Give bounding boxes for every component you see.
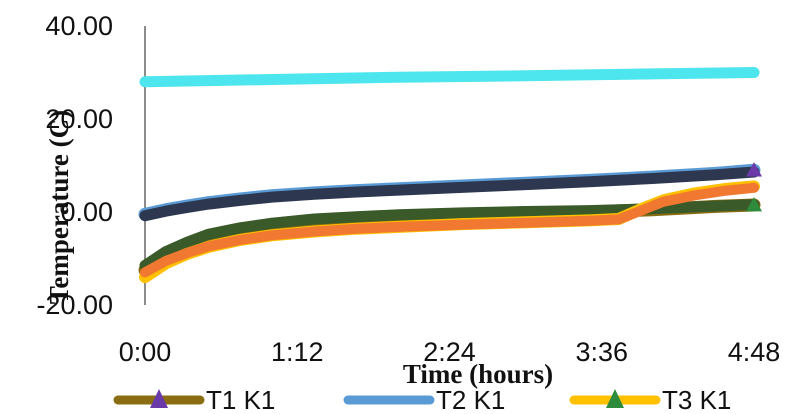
series-end-marker-t1 [746,162,762,177]
legend-marker-triangle [150,389,168,408]
x-tick-label: 4:48 [728,337,781,367]
legend-marker-triangle [606,389,624,408]
x-axis-title: Time (hours) [403,359,553,389]
legend-label: T2 K1 [436,385,505,414]
x-tick-label: 2:24 [423,337,476,367]
series-line-dark-navy [139,166,760,222]
y-tick-label: 0.00 [60,197,113,227]
legend-label: T3 K1 [662,385,731,414]
series-layer [138,67,762,284]
x-tick-label: 3:36 [575,337,628,367]
series-line-orange [140,182,759,278]
y-axis-title: Temperature (C) [44,110,74,304]
y-tick-label: 40.00 [45,11,113,41]
series-line-cyan [139,67,760,88]
x-tick-label: 1:12 [271,337,324,367]
legend: T1 K1 T2 K1 T3 K1 [113,385,731,414]
series-end-marker-t3 [746,197,762,212]
y-tick-labels: -20.00 0.00 20.00 40.00 [36,11,113,320]
x-tick-label: 0:00 [119,337,172,367]
x-tick-labels: 0:00 1:12 2:24 3:36 4:48 [119,337,781,367]
y-tick-label: -20.00 [36,290,113,320]
legend-label: T1 K1 [206,385,275,414]
y-tick-label: 20.00 [45,104,113,134]
